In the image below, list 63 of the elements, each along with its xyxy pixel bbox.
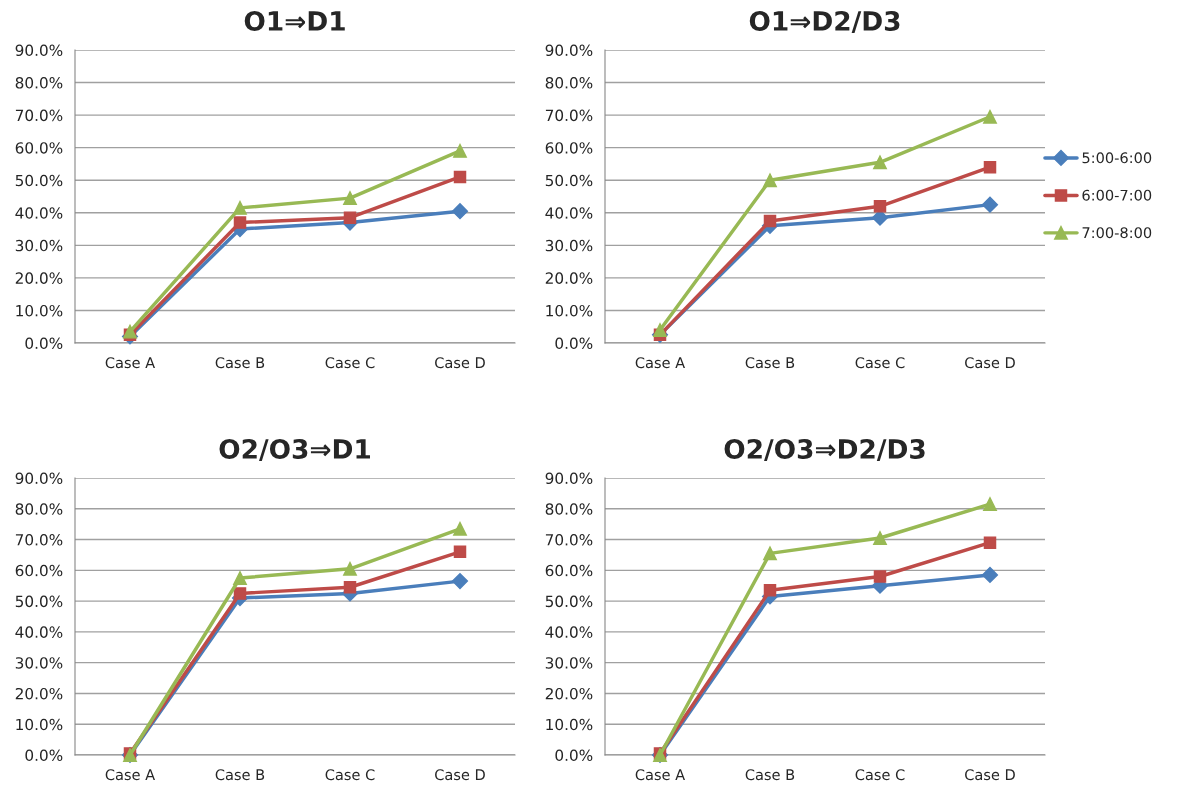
- y-tick-label: 90.0%: [545, 44, 593, 57]
- y-tick-label: 90.0%: [545, 472, 593, 485]
- y-tick-label: 10.0%: [16, 304, 63, 317]
- y-tick-label: 0.0%: [25, 749, 63, 762]
- y-tick-label: 80.0%: [15, 77, 63, 89]
- y-tick-label: 50.0%: [545, 174, 593, 187]
- y-tick-label: 0.0%: [25, 337, 63, 350]
- x-tick-label: Case C: [325, 769, 375, 781]
- x-tick-label: Case A: [105, 769, 156, 781]
- y-tick-label: 20.0%: [545, 272, 593, 284]
- x-tick-label: Case C: [325, 357, 375, 369]
- x-tick-label: Case C: [855, 769, 905, 781]
- x-tick-label: Case B: [745, 769, 795, 781]
- chart-title: O1⇒D2/D3: [749, 10, 900, 33]
- y-tick-label: 10.0%: [16, 718, 63, 731]
- y-tick-label: 90.0%: [15, 472, 63, 485]
- legend-label: 5:00-6:00: [1082, 152, 1152, 164]
- y-tick-label: 40.0%: [15, 207, 63, 219]
- y-tick-label: 30.0%: [15, 657, 63, 669]
- x-tick-label: Case B: [215, 769, 265, 781]
- y-tick-label: 70.0%: [15, 109, 63, 122]
- y-tick-label: 20.0%: [15, 687, 63, 700]
- y-tick-label: 50.0%: [15, 174, 63, 187]
- y-tick-label: 40.0%: [545, 207, 593, 219]
- legend-label: 6:00-7:00: [1082, 189, 1152, 201]
- y-tick-label: 60.0%: [15, 142, 63, 154]
- chart-title: O1⇒D1: [244, 10, 345, 31]
- y-tick-label: 80.0%: [545, 77, 593, 89]
- chart-title: O2/O3⇒D2/D3: [724, 438, 925, 461]
- y-tick-label: 60.0%: [545, 142, 593, 154]
- x-tick-label: Case A: [635, 769, 686, 781]
- y-tick-label: 10.0%: [546, 718, 593, 731]
- x-tick-label: Case B: [745, 357, 795, 369]
- y-tick-label: 70.0%: [545, 109, 593, 122]
- y-tick-label: 60.0%: [15, 564, 63, 577]
- chart-title: O2/O3⇒D1: [219, 438, 370, 461]
- y-tick-label: 0.0%: [555, 337, 593, 350]
- y-tick-label: 60.0%: [545, 564, 593, 577]
- y-tick-label: 70.0%: [545, 534, 593, 546]
- x-tick-label: Case D: [965, 357, 1015, 369]
- y-tick-label: 20.0%: [15, 272, 63, 284]
- x-tick-label: Case A: [635, 357, 686, 369]
- y-tick-label: 80.0%: [15, 503, 63, 515]
- y-tick-label: 40.0%: [545, 626, 593, 638]
- legend-label: 7:00-8:00: [1082, 227, 1152, 239]
- x-tick-label: Case D: [435, 357, 485, 369]
- y-tick-label: 50.0%: [15, 595, 63, 608]
- y-tick-label: 30.0%: [15, 239, 63, 252]
- x-tick-label: Case B: [215, 357, 265, 369]
- y-tick-label: 40.0%: [15, 626, 63, 638]
- y-tick-label: 30.0%: [545, 657, 593, 669]
- y-tick-label: 70.0%: [15, 534, 63, 546]
- y-tick-label: 30.0%: [545, 239, 593, 252]
- y-tick-label: 90.0%: [15, 44, 63, 57]
- x-tick-label: Case D: [435, 769, 485, 781]
- x-tick-label: Case A: [105, 357, 156, 369]
- y-tick-label: 0.0%: [555, 749, 593, 762]
- x-tick-label: Case C: [855, 357, 905, 369]
- y-tick-label: 50.0%: [545, 595, 593, 608]
- y-tick-label: 80.0%: [545, 503, 593, 515]
- y-tick-label: 10.0%: [546, 304, 593, 317]
- x-tick-label: Case D: [965, 769, 1015, 781]
- y-tick-label: 20.0%: [545, 687, 593, 700]
